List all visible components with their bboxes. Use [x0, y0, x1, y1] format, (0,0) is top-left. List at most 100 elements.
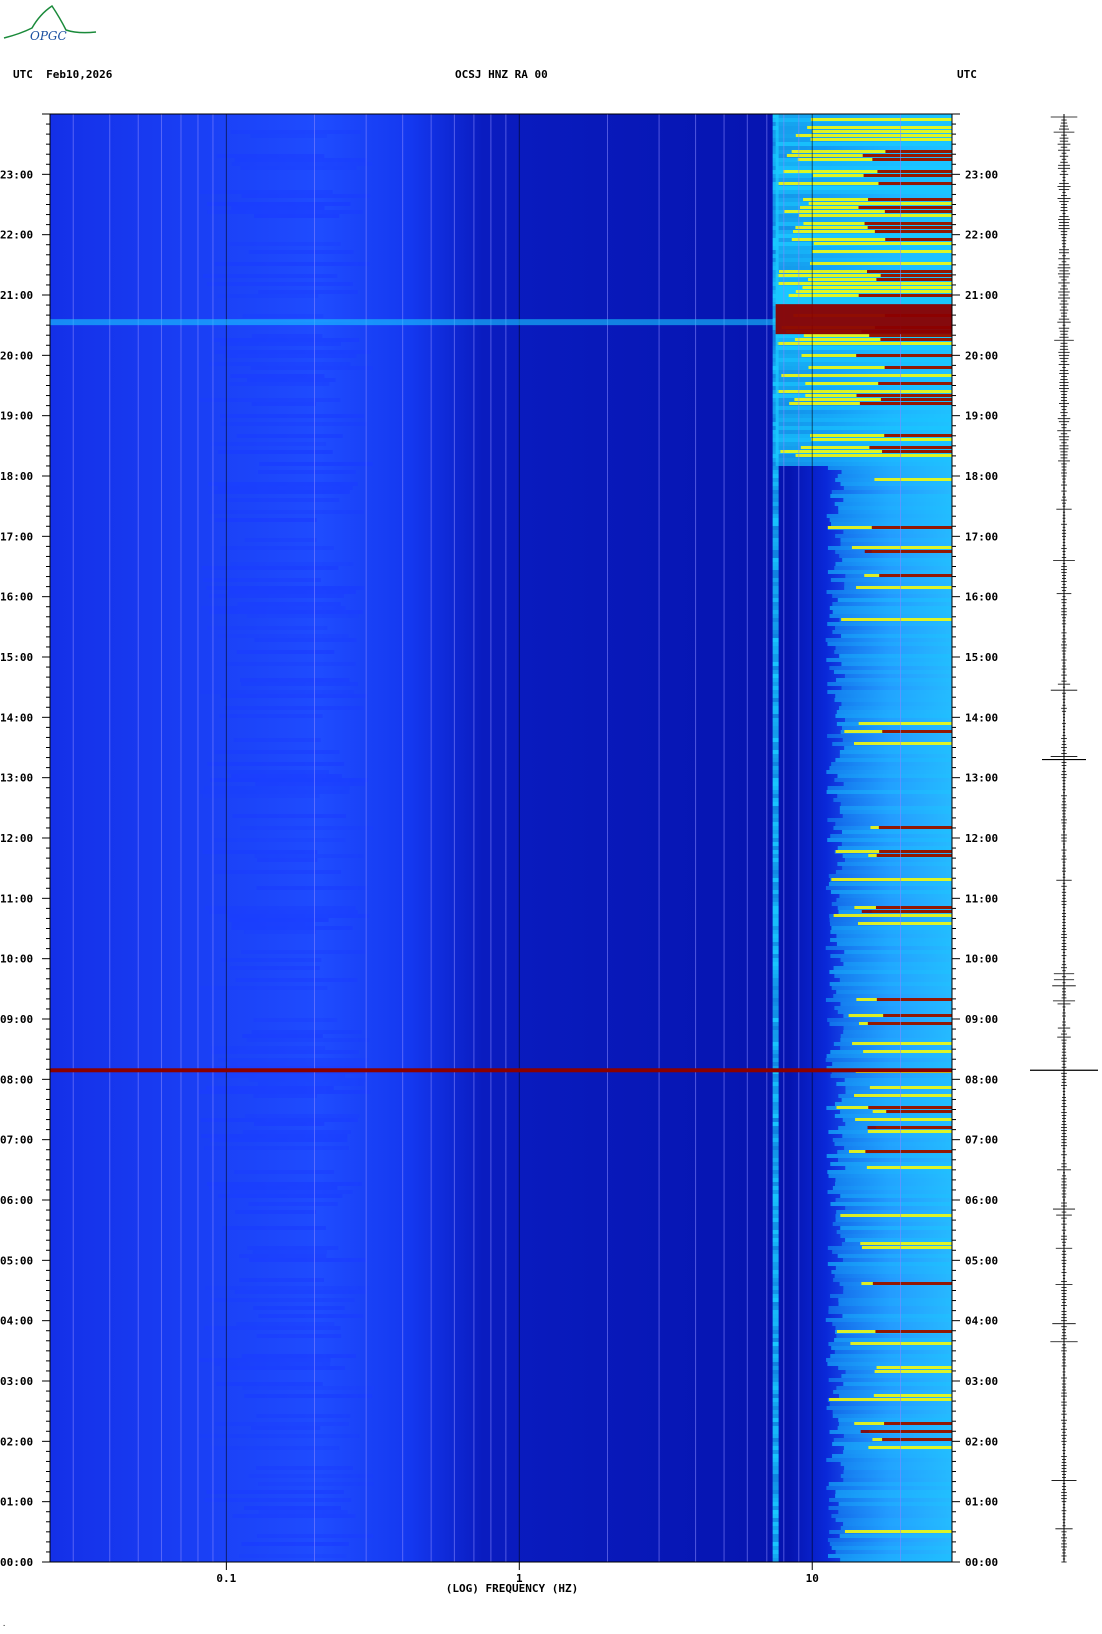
spectrogram-cell [772, 174, 779, 178]
spectrogram-cell [240, 166, 357, 170]
spectrogram-cell [828, 1506, 952, 1510]
spectrogram-cell [772, 1294, 779, 1298]
spectrogram-cell [808, 202, 952, 205]
spectrogram-cell [772, 586, 779, 590]
spectrogram-cell [842, 1258, 952, 1262]
spectrogram-cell [837, 846, 952, 850]
spectrogram-cell [241, 1354, 356, 1358]
spectrogram-cell [772, 198, 779, 202]
spectrogram-cell [772, 1310, 779, 1314]
spectrogram-cell [836, 1334, 952, 1338]
spectrogram-cell [206, 1086, 334, 1090]
spectrogram-cell [244, 538, 317, 542]
spectrogram-cell [772, 578, 779, 582]
spectrogram-cell [772, 1178, 779, 1182]
spectrogram-cell [775, 386, 952, 390]
spectrogram-cell [837, 1254, 952, 1258]
spectrogram-cell [218, 1194, 343, 1198]
spectrogram-cell [772, 842, 779, 846]
spectrogram-cell [775, 122, 952, 126]
spectrogram-cell [779, 270, 952, 273]
spectrogram-cell [772, 706, 779, 710]
spectrogram-cell [772, 1074, 779, 1078]
spectrogram-cell [826, 1358, 952, 1362]
spectrogram-cell [835, 758, 952, 762]
spectrogram-cell [772, 794, 779, 798]
spectrogram-cell [772, 1482, 779, 1486]
spectrogram-cell [878, 182, 952, 185]
spectrogram-cell [772, 718, 779, 722]
spectrogram-cell [772, 1266, 779, 1270]
spectrogram-cell [827, 466, 952, 470]
spectrogram-cell [772, 798, 779, 802]
spectrogram-cell [772, 978, 779, 982]
spectrogram-cell [772, 166, 779, 170]
spectrogram-cell [221, 1366, 345, 1370]
spectrogram-cell [772, 250, 779, 254]
spectrogram-cell [772, 478, 779, 482]
spectrogram-cell [772, 1230, 779, 1234]
y-tick-label-left: 22:00 [0, 229, 33, 242]
spectrogram-cell [835, 1490, 952, 1494]
spectrogram-cell [258, 1510, 348, 1514]
spectrogram-cell [772, 134, 779, 138]
spectrogram-cell [239, 1554, 347, 1558]
spectrogram-cell [772, 994, 779, 998]
spectrogram-cell [228, 382, 330, 386]
spectrogram-cell [772, 594, 779, 598]
spectrogram-cell [841, 686, 952, 690]
spectrogram-cell [831, 1346, 952, 1350]
spectrogram-cell [772, 342, 779, 346]
spectrogram-cell [772, 410, 779, 414]
spectrogram-cell [775, 442, 952, 446]
spectrogram-cell [842, 866, 952, 870]
spectrogram-cell [838, 1158, 952, 1162]
spectrogram-cell [772, 1494, 779, 1498]
spectrogram-cell [772, 814, 779, 818]
spectrogram-cell [827, 642, 952, 646]
spectrogram-cell [772, 366, 779, 370]
spectrogram-cell [845, 1206, 952, 1210]
spectrogram-cell [775, 378, 952, 382]
spectrogram-cell [832, 630, 952, 634]
spectrogram-cell [772, 1098, 779, 1102]
spectrogram-cell [837, 1010, 952, 1014]
spectrogram-cell [772, 1458, 779, 1462]
y-tick-label-right: 00:00 [965, 1556, 998, 1569]
spectrogram-cell [772, 782, 779, 786]
spectrogram-cell [775, 462, 952, 466]
spectrogram-cell [833, 966, 952, 970]
spectrogram-cell [828, 1482, 952, 1486]
spectrogram-cell [201, 566, 339, 570]
y-tick-label-left: 16:00 [0, 591, 33, 604]
spectrogram-cell [772, 1014, 779, 1018]
spectrogram-cell [772, 1446, 779, 1450]
spectrogram-cell [772, 554, 779, 558]
header-date: UTC Feb10,2026 [13, 68, 113, 81]
spectrogram-cell [772, 998, 779, 1002]
spectrogram-cell [772, 542, 779, 546]
spectrogram-cell [772, 158, 779, 162]
spectrogram-cell [772, 610, 779, 614]
spectrogram-cell [833, 914, 952, 917]
spectrogram-cell [772, 1054, 779, 1058]
spectrogram-cell [772, 830, 779, 834]
spectrogram-cell [860, 1242, 952, 1245]
spectrogram-cell [844, 746, 952, 750]
spectrogram-cell [780, 450, 952, 453]
spectrogram-cell [884, 1422, 952, 1425]
spectrogram-cell [827, 1362, 952, 1366]
spectrogram-cell [838, 1502, 952, 1506]
spectrogram-cell [837, 794, 952, 798]
spectrogram-cell [835, 870, 952, 874]
spectrogram-cell [807, 126, 952, 129]
spectrogram-cell [772, 522, 779, 526]
spectrogram-cell [219, 714, 323, 718]
spectrogram-cell [827, 1554, 952, 1558]
spectrogram-cell [772, 898, 779, 902]
spectrogram-cell [772, 666, 779, 670]
spectrogram-cell [772, 938, 779, 942]
spectrogram-cell [772, 118, 779, 122]
spectrogram-cell [772, 442, 779, 446]
spectrogram-cell [253, 1306, 345, 1310]
